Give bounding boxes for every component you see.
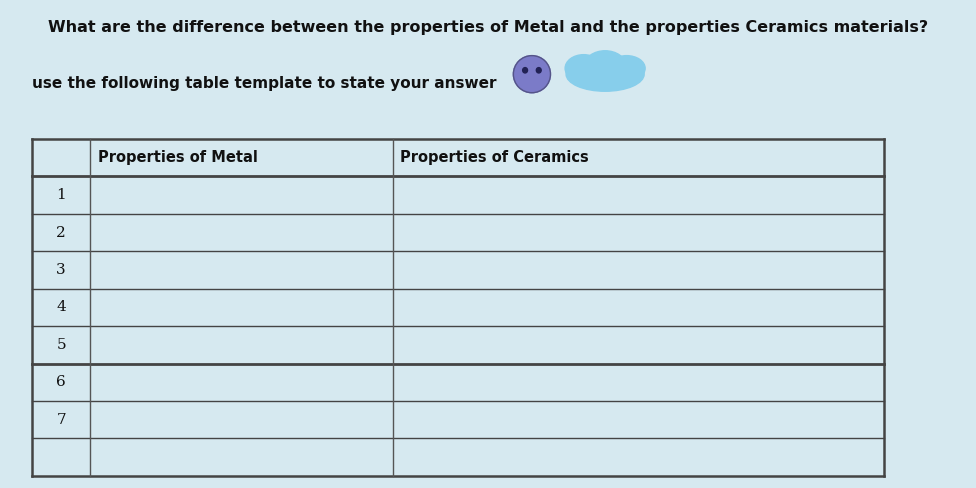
Text: 5: 5 — [57, 338, 66, 352]
Text: 2: 2 — [57, 225, 66, 240]
Text: Properties of Metal: Properties of Metal — [98, 150, 258, 165]
Text: use the following table template to state your answer: use the following table template to stat… — [32, 76, 497, 91]
Text: 1: 1 — [57, 188, 66, 202]
Text: What are the difference between the properties of Metal and the properties Ceram: What are the difference between the prop… — [48, 20, 928, 35]
Text: 4: 4 — [57, 301, 66, 314]
Text: 6: 6 — [57, 375, 66, 389]
Text: 3: 3 — [57, 263, 66, 277]
Text: Properties of Ceramics: Properties of Ceramics — [400, 150, 590, 165]
Text: 7: 7 — [57, 413, 66, 427]
